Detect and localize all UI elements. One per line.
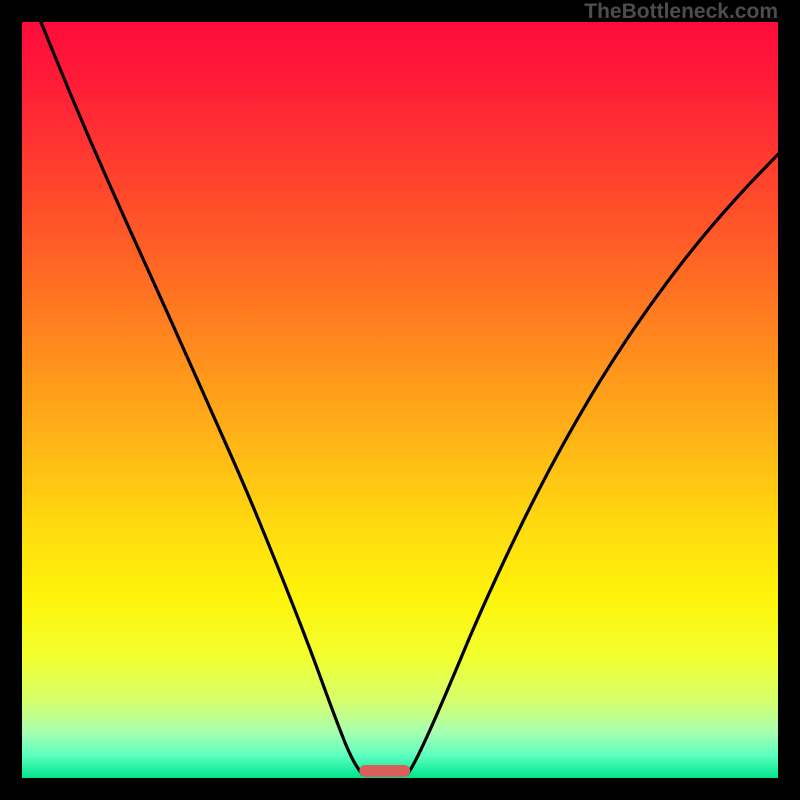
plot-area	[22, 22, 778, 778]
left-curve	[41, 22, 362, 774]
valley-marker	[359, 765, 410, 777]
bottleneck-curves	[22, 22, 778, 778]
watermark-text: TheBottleneck.com	[584, 0, 778, 24]
right-curve	[408, 154, 778, 774]
